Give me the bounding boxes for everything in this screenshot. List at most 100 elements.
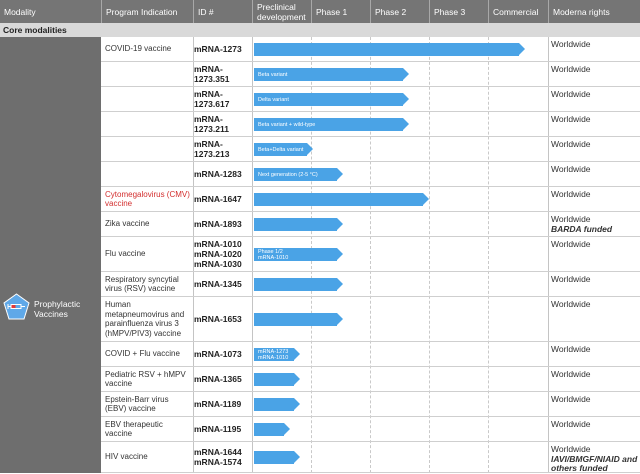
table-row: Epstein-Barr virus (EBV) vaccine mRNA-118… bbox=[101, 392, 640, 417]
header-preclinical: Preclinical development bbox=[252, 0, 311, 23]
stage-progress-bar: Phase 1/2 mRNA-1010 bbox=[254, 248, 343, 261]
table-row: HIV vaccine mRNA-1644 mRNA-1574 Worldwide IA… bbox=[101, 442, 640, 473]
table-row: Zika vaccine mRNA-1893 Worldwide BARDA fund… bbox=[101, 212, 640, 237]
bar-label-line: Delta variant bbox=[258, 96, 289, 103]
table-row: COVID-19 vaccine mRNA-1273 Worldwide bbox=[101, 37, 640, 62]
program-id-line: mRNA-1345 bbox=[194, 279, 242, 289]
program-id-line: mRNA- bbox=[194, 89, 223, 99]
stage-progress-bar: Beta variant bbox=[254, 68, 409, 81]
program-id-line: mRNA-1073 bbox=[194, 349, 242, 359]
bar-label: Phase 1/2 mRNA-1010 bbox=[258, 248, 288, 261]
bar-label: Delta variant bbox=[258, 93, 289, 106]
program-id-line: mRNA-1653 bbox=[194, 314, 242, 324]
rights-text: Worldwide bbox=[551, 114, 591, 124]
program-indication bbox=[105, 162, 191, 186]
stage-progress-bar: Beta+Delta variant bbox=[254, 143, 313, 156]
program-id-line: mRNA-1010 bbox=[194, 239, 242, 249]
stage-progress-bar bbox=[254, 373, 300, 386]
grid-separator bbox=[193, 37, 194, 473]
program-id-line: mRNA-1574 bbox=[194, 457, 242, 467]
bar-label: mRNA-1273 mRNA-1010 bbox=[258, 348, 288, 361]
rights-cell: Worldwide bbox=[551, 394, 640, 405]
program-indication: Human metapneumovirus and parainfluenza … bbox=[105, 300, 185, 338]
stage-progress-bar bbox=[254, 218, 343, 231]
program-indication: HIV vaccine bbox=[105, 452, 148, 462]
program-id: mRNA-1195 bbox=[194, 417, 252, 441]
rights-cell: Worldwide bbox=[551, 344, 640, 355]
program-indication: COVID + Flu vaccine bbox=[105, 349, 180, 359]
table-row: Flu vaccine mRNA-1010 mRNA-1020 mRNA-1030 Wo… bbox=[101, 237, 640, 272]
rights-text: Worldwide bbox=[551, 274, 591, 284]
stage-progress-bar bbox=[254, 43, 525, 56]
stage-progress-bar: Beta variant + wild-type bbox=[254, 118, 409, 131]
bar-label-line: Next generation (2-5 °C) bbox=[258, 171, 318, 178]
table-row: EBV therapeutic vaccine mRNA-1195 Worldwid… bbox=[101, 417, 640, 442]
table-row: COVID + Flu vaccine mRNA-1073 Worldwide bbox=[101, 342, 640, 367]
bar-label-line: Beta variant + wild-type bbox=[258, 121, 316, 128]
rights-text: Worldwide bbox=[551, 394, 591, 404]
program-indication: Pediatric RSV + hMPV vaccine bbox=[105, 369, 186, 389]
program-id-line: mRNA-1365 bbox=[194, 374, 242, 384]
rights-cell: Worldwide bbox=[551, 274, 640, 285]
header-commercial: Commercial bbox=[488, 0, 548, 23]
rights-text: Worldwide bbox=[551, 139, 591, 149]
program-id-line: mRNA- bbox=[194, 114, 223, 124]
table-row: Cytomegalovirus (CMV) vaccine mRNA-1647 Wo… bbox=[101, 187, 640, 212]
program-id: mRNA-1647 bbox=[194, 187, 252, 211]
grid-separator bbox=[548, 37, 549, 473]
table-row: mRNA- 1273.211 Worldwide bbox=[101, 112, 640, 137]
rights-text: Worldwide bbox=[551, 444, 591, 454]
header-phase1: Phase 1 bbox=[311, 0, 370, 23]
stage-progress-bar bbox=[254, 193, 429, 206]
rights-text: Worldwide bbox=[551, 369, 591, 379]
program-id-line: mRNA- bbox=[194, 64, 223, 74]
rights-cell: Worldwide IAVI/BMGF/NIAID and others fund… bbox=[551, 444, 640, 474]
rights-text: Worldwide bbox=[551, 419, 591, 429]
program-id: mRNA- 1273.213 bbox=[194, 137, 252, 161]
rights-cell: Worldwide bbox=[551, 89, 640, 100]
stage-progress-bar: Delta variant bbox=[254, 93, 409, 106]
program-id-line: mRNA-1030 bbox=[194, 259, 242, 269]
rights-cell: Worldwide bbox=[551, 64, 640, 75]
header-modality: Modality bbox=[4, 6, 36, 17]
program-id: mRNA-1345 bbox=[194, 272, 252, 296]
rights-note: BARDA funded bbox=[551, 223, 613, 234]
bar-label: Beta variant + wild-type bbox=[258, 118, 315, 131]
program-id: mRNA-1893 bbox=[194, 212, 252, 236]
section-band-core-modalities: Core modalities bbox=[0, 23, 640, 37]
program-indication bbox=[105, 62, 191, 86]
bar-label-line: Beta variant bbox=[258, 71, 288, 78]
program-id: mRNA- 1273.211 bbox=[194, 112, 252, 136]
bar-label-line: mRNA-1010 bbox=[258, 254, 289, 261]
stage-progress-bar bbox=[254, 451, 300, 464]
grid-separator bbox=[252, 37, 253, 473]
rights-text: Worldwide bbox=[551, 239, 591, 249]
program-id-line: 1273.211 bbox=[194, 124, 229, 134]
program-id: mRNA-1189 bbox=[194, 392, 252, 416]
grid-dash bbox=[370, 37, 371, 473]
stage-progress-bar bbox=[254, 423, 290, 436]
header-phase3: Phase 3 bbox=[429, 0, 488, 23]
program-link[interactable]: Cytomegalovirus (CMV) vaccine bbox=[105, 189, 190, 209]
program-id-line: 1273.351 bbox=[194, 74, 230, 84]
rights-cell: Worldwide bbox=[551, 419, 640, 430]
rights-cell: Worldwide bbox=[551, 164, 640, 175]
table-row: Respiratory syncytial virus (RSV) vaccin… bbox=[101, 272, 640, 297]
program-indication bbox=[105, 112, 191, 136]
header-rights: Moderna rights bbox=[548, 0, 640, 23]
rights-cell: Worldwide bbox=[551, 139, 640, 150]
program-id: mRNA-1365 bbox=[194, 367, 252, 391]
rights-cell: Worldwide bbox=[551, 189, 640, 200]
stage-progress-bar: mRNA-1273 mRNA-1010 bbox=[254, 348, 300, 361]
program-id: mRNA-1644 mRNA-1574 bbox=[194, 442, 252, 472]
rights-text: Worldwide bbox=[551, 39, 591, 49]
rights-cell: Worldwide bbox=[551, 39, 640, 50]
program-id: mRNA-1283 bbox=[194, 162, 252, 186]
table-row: mRNA- 1273.351 Worldwide bbox=[101, 62, 640, 87]
program-id-line: 1273.213 bbox=[194, 149, 230, 159]
bar-label: Beta+Delta variant bbox=[258, 143, 303, 156]
table-header: Modality Program Indication ID # Preclin… bbox=[0, 0, 640, 23]
rights-text: Worldwide bbox=[551, 189, 591, 199]
table-row: mRNA- 1273.213 Worldwide bbox=[101, 137, 640, 162]
program-indication: Epstein-Barr virus (EBV) vaccine bbox=[105, 394, 169, 414]
